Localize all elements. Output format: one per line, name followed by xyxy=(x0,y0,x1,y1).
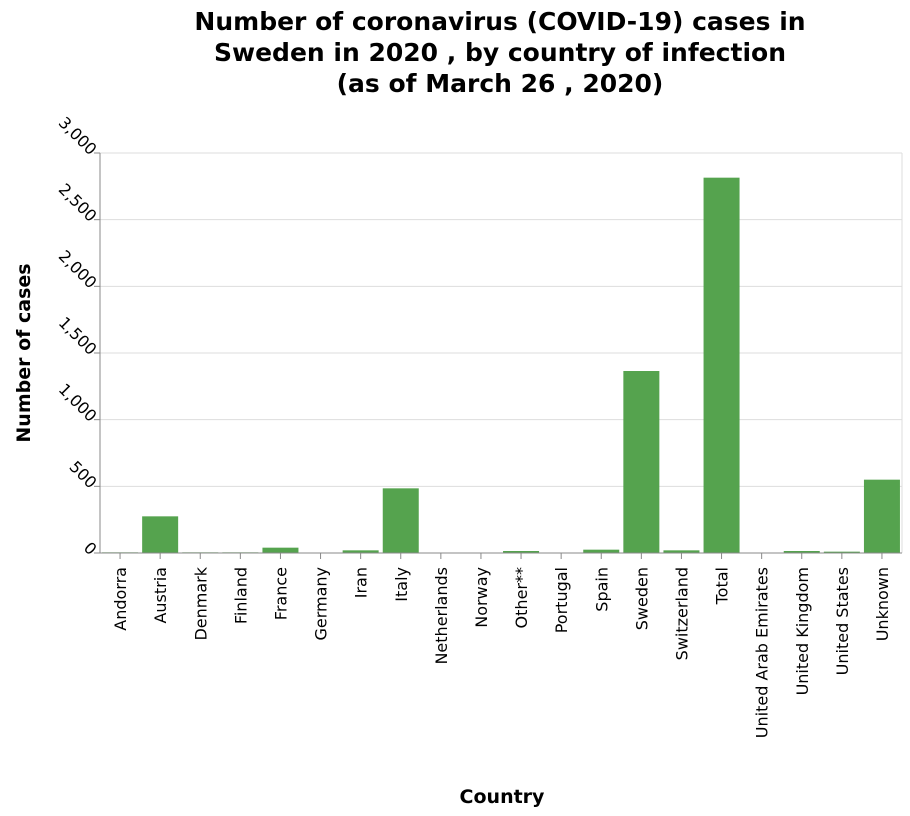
bar xyxy=(823,551,860,553)
x-tick-label: Sweden xyxy=(632,567,651,630)
x-tick-label: Other** xyxy=(512,567,531,628)
y-tick-label: 2,000 xyxy=(55,246,101,292)
y-axis-title: Number of cases xyxy=(13,263,35,442)
bar xyxy=(503,551,540,553)
bars xyxy=(102,177,900,554)
y-tick-labels: 0 500 1,000 1,500 2,000 2,500 3,000 xyxy=(55,113,101,559)
x-tick-label: France xyxy=(271,567,290,620)
chart-title-line-3: (as of March 26 , 2020) xyxy=(336,69,664,98)
x-tick-label: Norway xyxy=(472,567,491,628)
y-tick-label: 1,500 xyxy=(55,313,101,359)
y-tick-label: 1,000 xyxy=(55,380,101,426)
x-tick-label: Finland xyxy=(231,567,250,624)
x-tick-labels: Andorra Austria Denmark Finland France German… xyxy=(111,566,892,738)
x-tick-label: United States xyxy=(833,567,852,675)
bar xyxy=(142,516,179,553)
x-tick-label: Germany xyxy=(312,567,331,641)
x-tick-label: Netherlands xyxy=(432,567,451,665)
y-tick-label: 2,500 xyxy=(55,180,101,226)
bar xyxy=(783,551,820,553)
x-tick-label: Italy xyxy=(392,567,411,602)
chart-title-line-2: Sweden in 2020 , by country of infection xyxy=(214,38,786,67)
x-tick-label: Andorra xyxy=(111,567,130,631)
bar xyxy=(583,549,620,553)
y-tick-label: 0 xyxy=(80,538,101,559)
axes xyxy=(94,152,902,559)
x-tick-label: Austria xyxy=(151,567,170,624)
gridlines xyxy=(100,152,903,553)
bar xyxy=(863,479,900,553)
x-axis-title: Country xyxy=(460,786,546,808)
chart-title-line-1: Number of coronavirus (COVID-19) cases i… xyxy=(194,7,806,36)
x-tick-label: Iran xyxy=(352,567,371,598)
bar xyxy=(342,550,379,553)
y-tick-label: 500 xyxy=(66,457,101,492)
x-tick-label: Portugal xyxy=(552,567,571,633)
bar xyxy=(262,547,299,553)
x-tick-label: Unknown xyxy=(873,567,892,641)
x-tick-label: Denmark xyxy=(191,566,210,640)
bar xyxy=(663,550,700,553)
bar xyxy=(382,488,419,553)
x-tick-label: Switzerland xyxy=(672,567,691,660)
x-tick-label: Total xyxy=(713,567,732,605)
chart-title: Number of coronavirus (COVID-19) cases i… xyxy=(0,6,910,99)
bar xyxy=(623,371,660,553)
x-tick-label: United Arab Emirates xyxy=(753,567,772,738)
bar xyxy=(703,177,740,553)
y-tick-label: 3,000 xyxy=(55,113,101,159)
x-tick-label: Spain xyxy=(592,567,611,612)
x-tick-label: United Kingdom xyxy=(793,567,812,695)
